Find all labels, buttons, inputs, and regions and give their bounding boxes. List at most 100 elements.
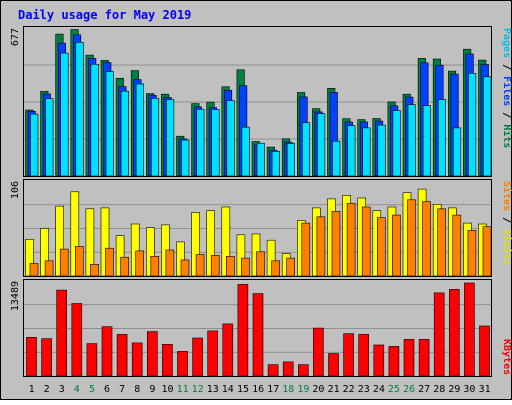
kbytes-bar [222,323,234,377]
pages-bar [241,126,250,177]
sites-bar [59,248,69,277]
sites-bar [437,208,447,277]
legend-files: Files [501,76,512,106]
x-axis-day-label: 25 [388,384,400,395]
pages-bar [422,105,431,177]
pages-bar [120,90,129,177]
x-axis-day-label: 3 [59,384,65,395]
x-axis-day-label: 22 [343,384,355,395]
x-axis-day-label: 1 [29,384,35,395]
pages-bar [105,71,114,177]
x-axis-day-label: 26 [403,384,415,395]
x-axis-day-label: 18 [282,384,294,395]
pages-bar [271,151,280,177]
x-axis-day-label: 28 [433,384,445,395]
x-axis-labels: 1 2 3 4 5 6 7 8 9 10 11 12 13 14 15 16 17 18 19 20 21 22 23 24 2… [29,384,491,395]
sites-bar [241,257,250,277]
pages-bar [211,109,220,177]
x-axis-day-label: 12 [192,384,204,395]
x-axis-day-label: 20 [312,384,324,395]
x-axis-day-label: 27 [418,384,430,395]
kbytes-bar [328,353,339,377]
x-axis-day-label: 14 [222,384,234,395]
x-axis-day-label: 24 [373,384,385,395]
pages-bar [151,98,160,177]
pages-bar [377,124,386,177]
x-axis-day-label: 8 [134,384,140,395]
x-axis-day-label: 10 [161,384,173,395]
visits-bar [25,239,34,277]
pages-bar [181,139,190,177]
x-axis-day-label: 16 [252,384,264,395]
visits-bar [130,223,140,277]
sites-bar [361,206,371,277]
pages-bar [30,113,39,177]
visits-bar [266,239,276,277]
kbytes-bar [237,284,249,377]
kbytes-bar [116,334,128,377]
hits-legend: Pages / Files / Hits [501,28,512,148]
sites-bar [226,255,235,277]
sites-bar [346,203,356,277]
kbytes-bar [373,344,385,377]
kbytes-bar [162,343,173,377]
kbytes-bar [388,346,400,377]
visits-bar [191,212,200,277]
legend-pages: Pages [501,28,512,58]
pages-bar [483,76,492,177]
legend-sep: / [501,58,512,76]
bars-layer [24,29,492,377]
sites-bar [286,257,296,277]
visits-legend: Sites / Visits [501,181,512,265]
x-axis-day-label: 23 [358,384,370,395]
sites-bar [165,249,175,277]
x-axis-day-label: 4 [74,384,80,395]
visits-bar [206,210,215,277]
sites-bar [120,256,129,277]
visits-bar [70,191,80,277]
hits-ymax-label: 677 [10,28,21,46]
pages-bar [347,125,356,177]
sites-bar [90,263,99,277]
sites-bar [150,255,160,277]
legend-sep: / [501,211,512,229]
kbytes-bar [71,303,83,377]
x-axis-day-label: 31 [479,384,491,395]
x-axis-day-label: 9 [149,384,155,395]
sites-bar [75,246,84,277]
kbytes-bar [207,330,218,377]
chart-title: Daily usage for May 2019 [18,8,191,22]
sites-bar [331,211,341,277]
sites-bar [301,222,311,277]
sites-bar [376,217,386,277]
pages-bar [256,142,265,177]
sites-bar [467,230,477,277]
kbytes-bar [41,338,52,377]
visits-bar [115,235,125,277]
kbytes-bar [26,336,37,377]
kbytes-bar [464,282,475,377]
kbytes-bar [86,343,98,377]
kbytes-bar [479,325,490,377]
x-axis-day-label: 19 [297,384,309,395]
kbytes-bar [192,337,203,377]
x-axis-day-label: 17 [267,384,279,395]
kbytes-bar [147,331,158,377]
x-axis-day-label: 30 [463,384,475,395]
pages-bar [286,143,296,177]
kbytes-bar [101,326,113,377]
sites-bar [316,216,326,277]
legend-visits: Visits [501,229,512,265]
pages-bar [452,127,462,177]
sites-bar [407,199,416,277]
pages-bar [135,83,144,177]
sites-bar [135,250,144,277]
kbytes-bar [418,339,430,377]
pages-bar [407,104,416,177]
legend-hits: Hits [501,124,512,148]
x-axis-day-label: 15 [237,384,249,395]
visits-bar [55,205,65,277]
pages-bar [60,52,69,177]
